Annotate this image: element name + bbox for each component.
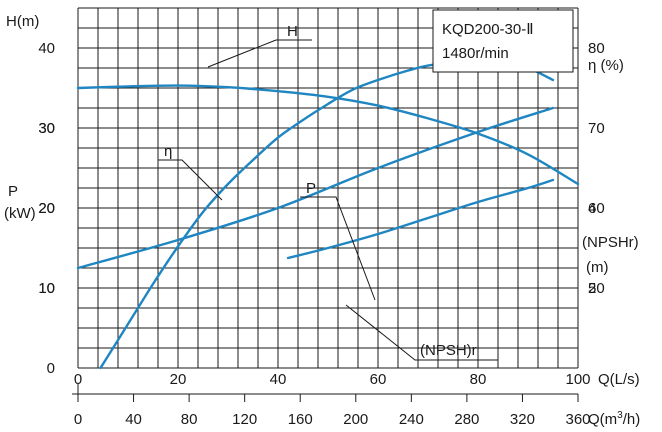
flow-ls-axis-label: Q(L/s) xyxy=(598,371,640,388)
flow-m3h-tick-label: 280 xyxy=(454,411,479,428)
eta-label-leader xyxy=(158,159,223,201)
h-curve-label: H xyxy=(287,23,298,40)
flow-ls-tick-label: 60 xyxy=(370,371,387,388)
p-label-leader xyxy=(300,196,376,301)
chart-grid xyxy=(77,7,579,369)
head-axis-label: H(m) xyxy=(6,13,39,30)
npsh-axis-label-bottom: (m) xyxy=(586,259,609,276)
flow-ls-tick-label: 0 xyxy=(74,371,82,388)
efficiency-tick-label: 70 xyxy=(588,120,605,137)
power-axis-label-top: P xyxy=(8,183,18,200)
h-label-leader xyxy=(207,39,277,68)
flow-m3h-tick-label: 320 xyxy=(510,411,535,428)
npsh-tick-label: 4 xyxy=(588,200,596,217)
model-label: KQD200-30-Ⅱ xyxy=(442,21,534,38)
power-tick-label: 20 xyxy=(38,200,55,217)
efficiency-tick-label: 50 xyxy=(588,280,605,297)
chart-curves xyxy=(76,59,580,370)
speed-label: 1480r/min xyxy=(442,45,509,62)
flow-ls-tick-label: 20 xyxy=(170,371,187,388)
power-axis-label-bottom: (kW) xyxy=(4,205,36,222)
npsh-label-leader xyxy=(345,304,498,361)
flow-m3h-tick-label: 80 xyxy=(181,411,198,428)
flow-m3h-tick-label: 240 xyxy=(399,411,424,428)
efficiency-curve xyxy=(99,59,555,370)
head-tick-label: 40 xyxy=(38,40,55,57)
power-tick-label: 10 xyxy=(38,280,55,297)
efficiency-tick-label: 60 xyxy=(588,200,605,217)
h-curve xyxy=(76,84,580,186)
head-tick-label: 10 xyxy=(38,280,55,297)
flow-m3h-tick-label: 120 xyxy=(232,411,257,428)
model-info-box xyxy=(432,9,574,73)
flow-m3h-tick-label: 200 xyxy=(343,411,368,428)
flow-m3h-tick-label: 0 xyxy=(74,411,82,428)
power-curve xyxy=(76,106,555,270)
flow-m3h-tick-label: 40 xyxy=(125,411,142,428)
npsh-tick-label: 2 xyxy=(588,280,596,297)
flow-m3h-tick-label: 160 xyxy=(288,411,313,428)
flow-ls-tick-label: 40 xyxy=(270,371,287,388)
efficiency-tick-label: 80 xyxy=(588,40,605,57)
head-tick-label: 20 xyxy=(38,200,55,217)
flow-m3h-axis-label: Q(m3/h) xyxy=(588,410,640,428)
npsh-axis-label-top: (NPSHr) xyxy=(582,234,639,251)
flow-m3h-tick-label: 360 xyxy=(565,411,590,428)
head-tick-label: 0 xyxy=(47,360,55,377)
flow-ls-tick-label: 100 xyxy=(565,371,590,388)
power-tick-label: 30 xyxy=(38,120,55,137)
flow-ls-tick-label: 80 xyxy=(470,371,487,388)
eta-curve-label: η xyxy=(164,143,172,160)
p-curve-label: P xyxy=(306,180,316,197)
head-tick-label: 30 xyxy=(38,120,55,137)
npsh-curve-label: (NPSH)r xyxy=(420,342,477,359)
npsh-curve xyxy=(286,178,555,260)
efficiency-axis-label: η (%) xyxy=(588,57,624,74)
